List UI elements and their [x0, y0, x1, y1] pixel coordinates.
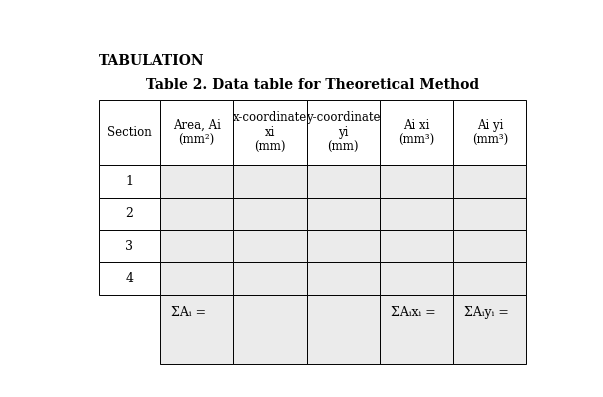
- Bar: [380, 262, 453, 295]
- Bar: [99, 198, 160, 230]
- Bar: [453, 166, 526, 198]
- Text: TABULATION: TABULATION: [99, 54, 204, 68]
- Bar: [160, 100, 233, 166]
- Bar: [233, 100, 306, 166]
- Bar: [233, 262, 306, 295]
- Bar: [99, 262, 160, 295]
- Text: Table 2. Data table for Theoretical Method: Table 2. Data table for Theoretical Meth…: [146, 79, 479, 93]
- Text: y-coordinate
yi
(mm): y-coordinate yi (mm): [306, 111, 380, 154]
- Bar: [99, 230, 160, 262]
- Bar: [453, 262, 526, 295]
- Bar: [453, 100, 526, 166]
- Text: 2: 2: [125, 208, 133, 220]
- Bar: [453, 230, 526, 262]
- Bar: [233, 198, 306, 230]
- Text: 3: 3: [125, 240, 133, 253]
- Bar: [160, 198, 233, 230]
- Bar: [99, 100, 160, 166]
- Bar: [306, 295, 380, 364]
- Bar: [306, 262, 380, 295]
- Text: Area, Ai
(mm²): Area, Ai (mm²): [173, 119, 221, 147]
- Bar: [380, 198, 453, 230]
- Bar: [99, 166, 160, 198]
- Text: 1: 1: [125, 175, 133, 188]
- Bar: [160, 230, 233, 262]
- Text: x-coordinate
xi
(mm): x-coordinate xi (mm): [233, 111, 307, 154]
- Bar: [453, 198, 526, 230]
- Bar: [380, 166, 453, 198]
- Bar: [160, 166, 233, 198]
- Text: 4: 4: [125, 272, 133, 285]
- Bar: [306, 230, 380, 262]
- Bar: [233, 166, 306, 198]
- Bar: [306, 100, 380, 166]
- Text: ΣAᵢxᵢ =: ΣAᵢxᵢ =: [391, 306, 435, 319]
- Bar: [380, 230, 453, 262]
- Text: Section: Section: [107, 126, 152, 139]
- Bar: [233, 295, 306, 364]
- Bar: [160, 262, 233, 295]
- Text: Ai yi
(mm³): Ai yi (mm³): [472, 119, 508, 147]
- Bar: [160, 295, 233, 364]
- Text: ΣAᵢyᵢ =: ΣAᵢyᵢ =: [464, 306, 509, 319]
- Bar: [453, 295, 526, 364]
- Text: ΣAᵢ =: ΣAᵢ =: [171, 306, 206, 319]
- Bar: [306, 198, 380, 230]
- Bar: [380, 100, 453, 166]
- Bar: [306, 166, 380, 198]
- Text: Ai xi
(mm³): Ai xi (mm³): [399, 119, 435, 147]
- Bar: [380, 295, 453, 364]
- Bar: [233, 230, 306, 262]
